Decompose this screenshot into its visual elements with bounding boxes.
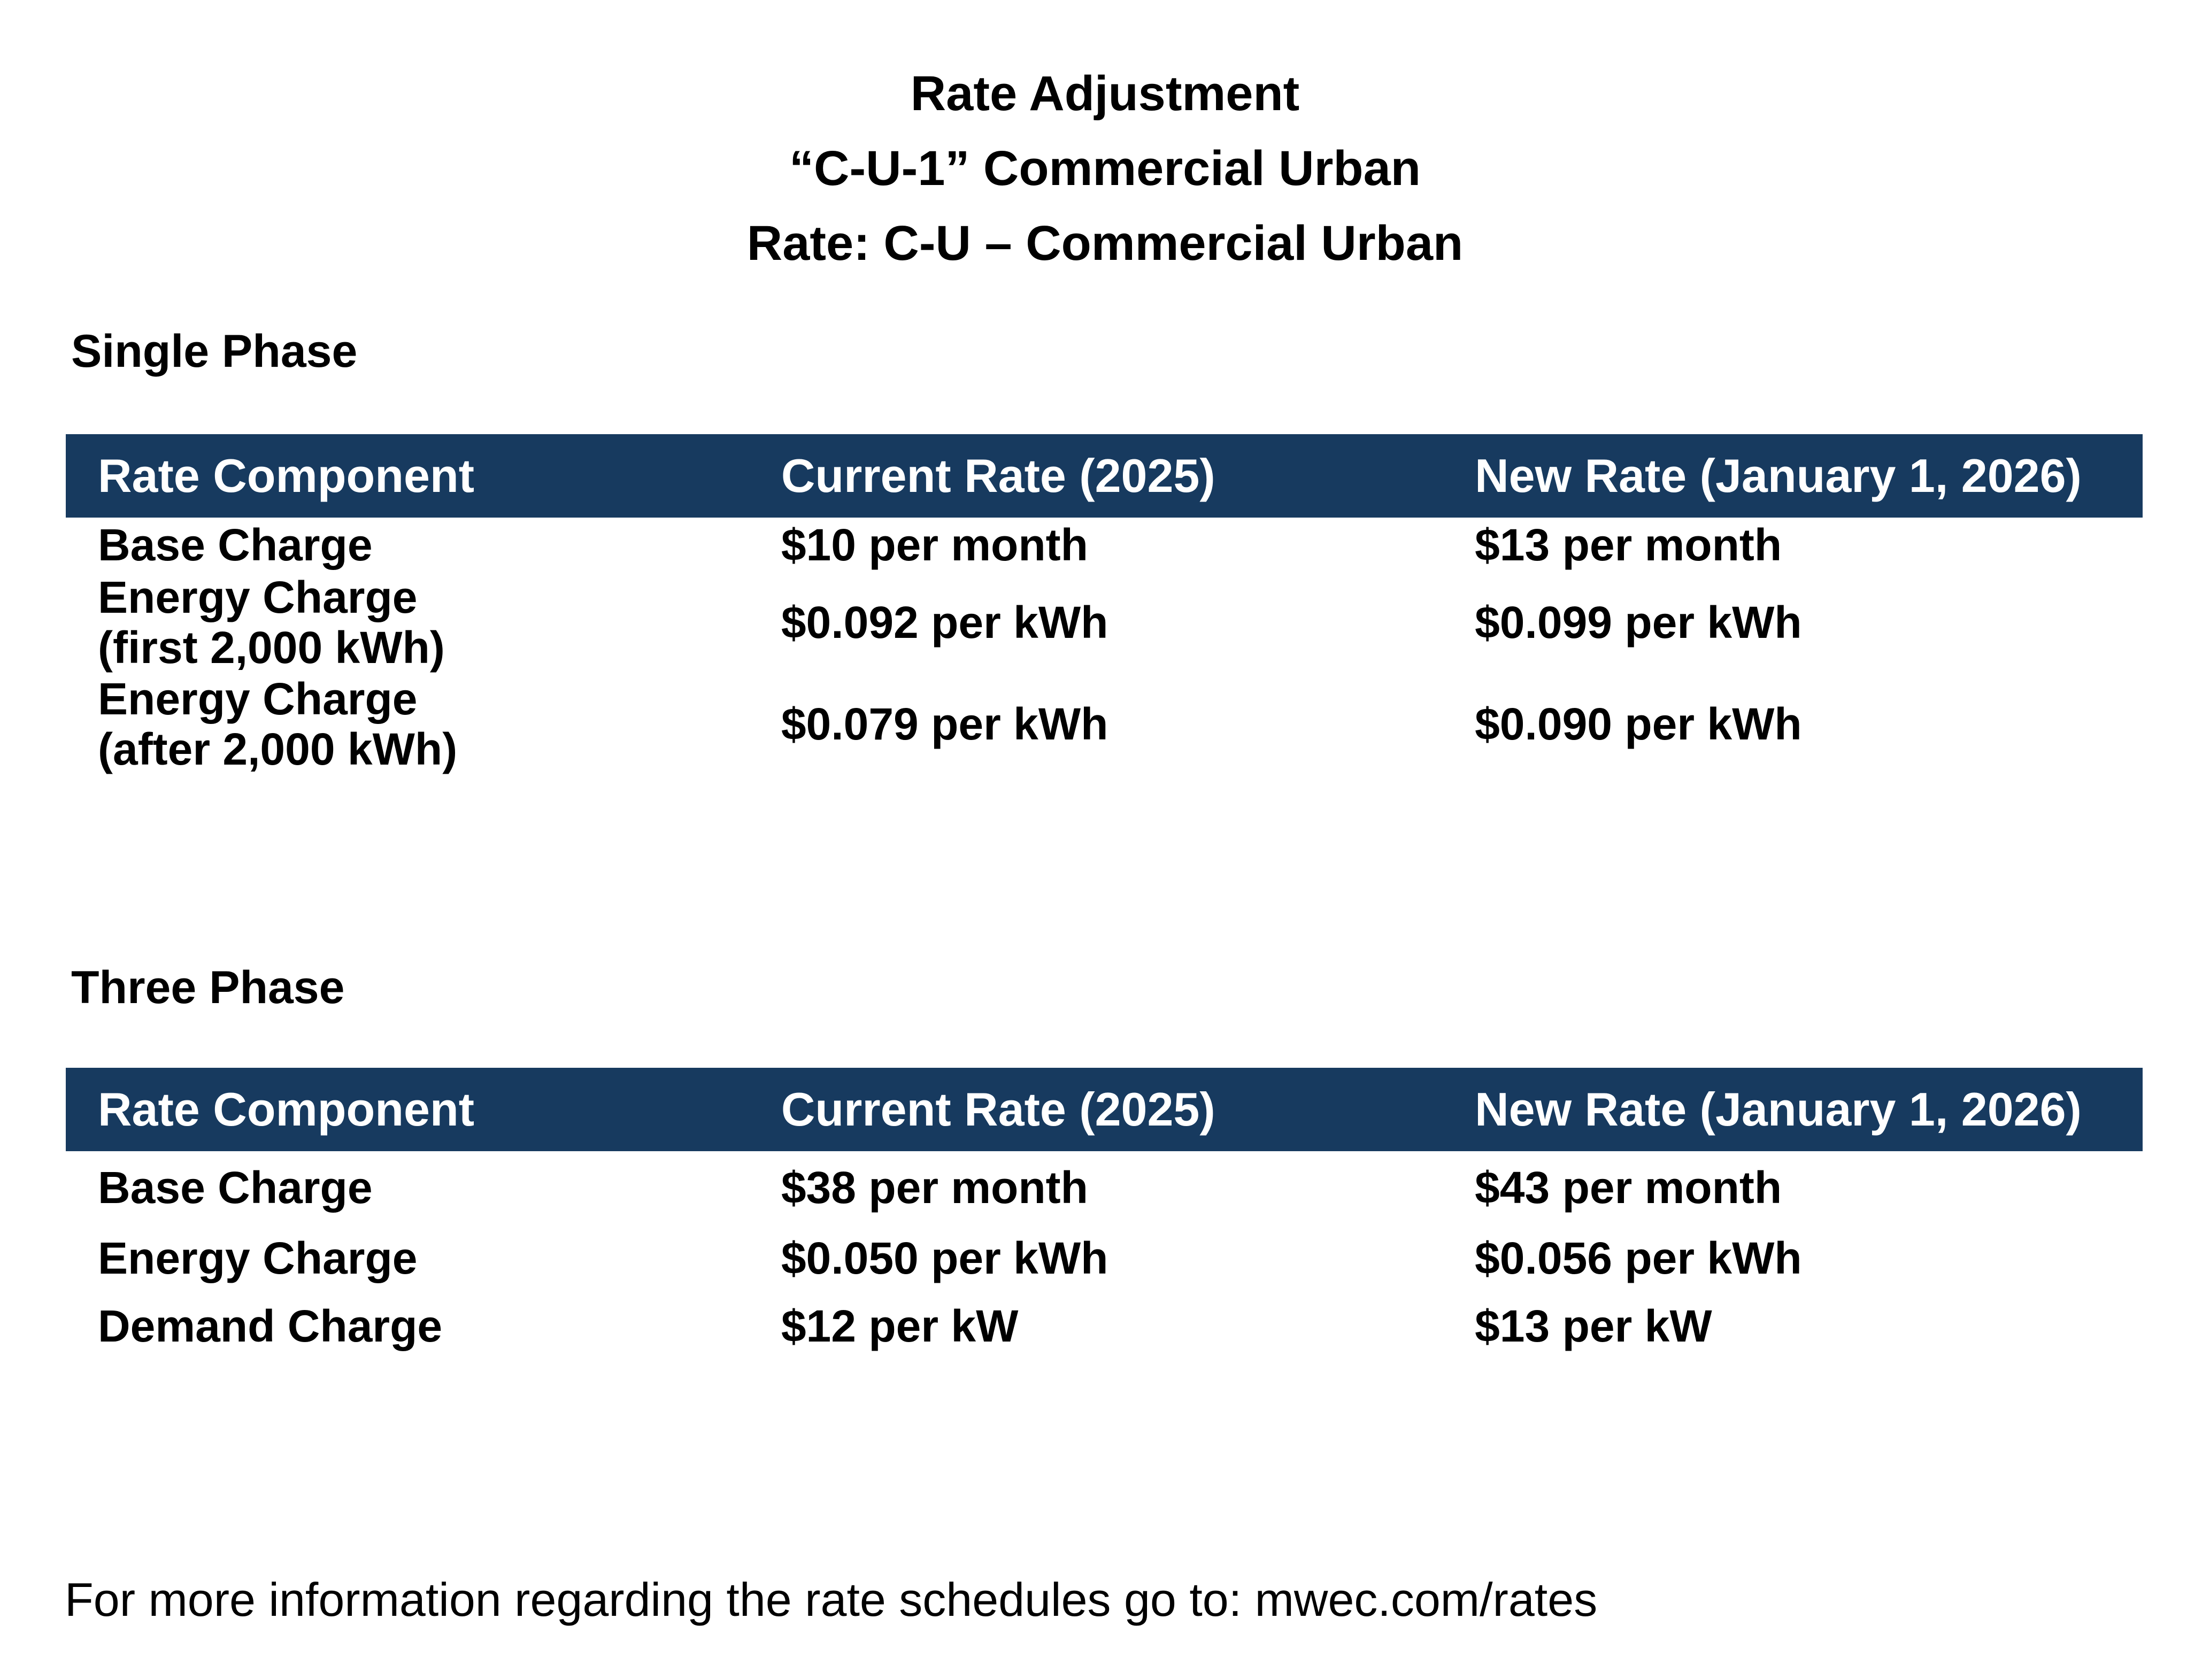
rate-component-cell: Energy Charge (after 2,000 kWh) — [66, 673, 749, 775]
column-header-new-rate: New Rate (January 1, 2026) — [1475, 1083, 2082, 1136]
title-block: Rate Adjustment “C-U-1” Commercial Urban… — [0, 56, 2210, 281]
single-phase-heading: Single Phase — [71, 326, 358, 377]
rate-component-cell: Energy Charge (first 2,000 kWh) — [66, 572, 749, 673]
column-header-current-rate: Current Rate (2025) — [781, 449, 1215, 502]
new-rate-cell: $0.090 per kWh — [1475, 699, 1802, 749]
three-phase-table: Rate Component Current Rate (2025) New R… — [66, 1068, 2143, 1360]
single-phase-table: Rate Component Current Rate (2025) New R… — [66, 434, 2143, 775]
rate-component-label: Base Charge — [98, 520, 373, 570]
rate-component-note: (after 2,000 kWh) — [98, 724, 458, 774]
table-header-row: Rate Component Current Rate (2025) New R… — [66, 1068, 2143, 1151]
current-rate-cell: $10 per month — [781, 520, 1088, 570]
table-row: Energy Charge $0.050 per kWh $0.056 per … — [66, 1224, 2143, 1292]
column-header-rate-component: Rate Component — [98, 449, 474, 502]
new-rate-cell: $0.056 per kWh — [1475, 1232, 1802, 1283]
current-rate-cell: $0.092 per kWh — [781, 597, 1108, 648]
new-rate-cell: $43 per month — [1475, 1162, 1782, 1213]
new-rate-cell: $13 per kW — [1475, 1300, 1712, 1351]
rate-component-label: Energy Charge — [98, 674, 418, 724]
table-header-row: Rate Component Current Rate (2025) New R… — [66, 434, 2143, 518]
current-rate-cell: $0.079 per kWh — [781, 699, 1108, 749]
table-row: Energy Charge (after 2,000 kWh) $0.079 p… — [66, 673, 2143, 775]
table-row: Base Charge $10 per month $13 per month — [66, 518, 2143, 572]
current-rate-cell: $12 per kW — [781, 1300, 1019, 1351]
rate-component-cell: Demand Charge — [98, 1300, 443, 1351]
new-rate-cell: $13 per month — [1475, 520, 1782, 570]
page-title: Rate Adjustment — [910, 66, 1300, 121]
rate-component-cell: Base Charge — [66, 518, 749, 572]
table-row: Demand Charge $12 per kW $13 per kW — [66, 1292, 2143, 1360]
three-phase-heading: Three Phase — [71, 962, 345, 1013]
new-rate-cell: $0.099 per kWh — [1475, 597, 1802, 648]
page-subtitle-rate: Rate: C-U – Commercial Urban — [746, 216, 1464, 271]
rate-component-note: (first 2,000 kWh) — [98, 622, 445, 673]
rate-component-cell: Base Charge — [98, 1162, 373, 1213]
column-header-rate-component: Rate Component — [98, 1083, 474, 1136]
table-row: Energy Charge (first 2,000 kWh) $0.092 p… — [66, 572, 2143, 673]
table-row: Base Charge $38 per month $43 per month — [66, 1151, 2143, 1224]
column-header-current-rate: Current Rate (2025) — [781, 1083, 1215, 1136]
page-subtitle-schedule: “C-U-1” Commercial Urban — [789, 141, 1421, 196]
rate-component-label: Energy Charge — [98, 572, 418, 622]
current-rate-cell: $0.050 per kWh — [781, 1232, 1108, 1283]
footer-note: For more information regarding the rate … — [65, 1573, 1598, 1626]
current-rate-cell: $38 per month — [781, 1162, 1088, 1213]
rate-component-cell: Energy Charge — [98, 1232, 418, 1283]
column-header-new-rate: New Rate (January 1, 2026) — [1475, 449, 2082, 502]
